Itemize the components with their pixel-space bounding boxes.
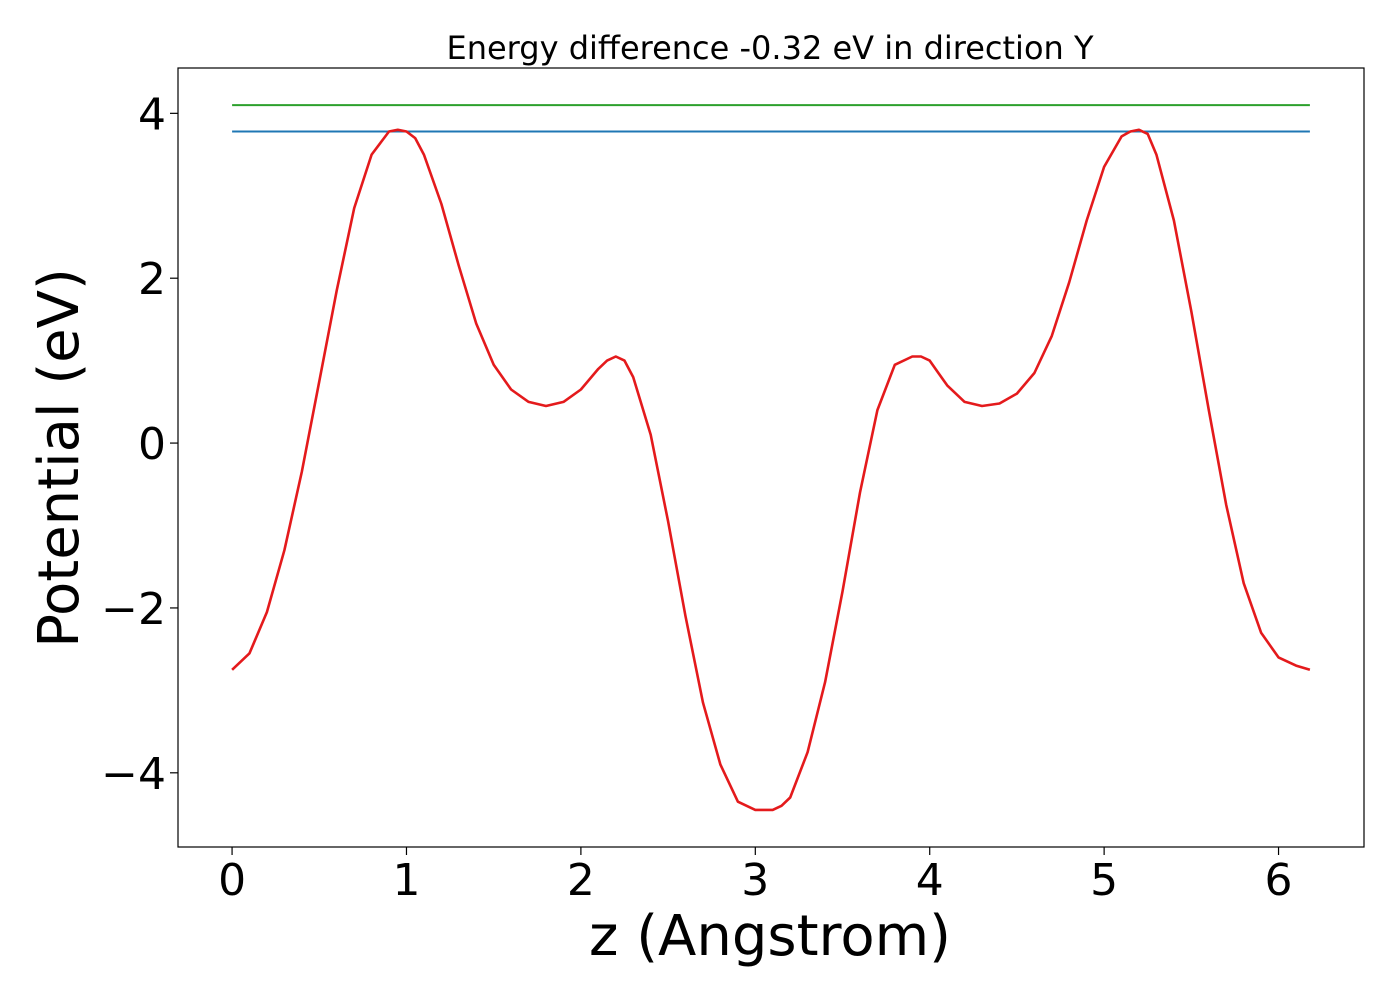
y-tick-label: 2 [138,254,166,305]
x-tick-label: 1 [392,855,420,906]
series-line-2 [231,128,1311,812]
x-tick-label: 2 [567,855,595,906]
x-tick-label: 0 [218,855,246,906]
x-tick-label: 4 [916,855,944,906]
chart-title: Energy difference -0.32 eV in direction … [446,29,1093,67]
y-tick-label: −2 [101,584,166,635]
y-tick-label: −4 [101,749,166,800]
x-axis-label: z (Angstrom) [589,904,951,969]
x-axis: 0 1 2 3 4 5 6 [218,847,1293,906]
y-tick-label: 0 [138,419,166,470]
y-tick-label: 4 [138,89,166,140]
plot-frame [177,67,1365,848]
y-axis: 4 2 0 −2 −4 [101,89,178,800]
x-tick-label: 3 [741,855,769,906]
y-axis-label: Potential (eV) [27,268,92,648]
x-tick-label: 6 [1265,855,1293,906]
series-layer [231,104,1311,812]
x-tick-label: 5 [1090,855,1118,906]
